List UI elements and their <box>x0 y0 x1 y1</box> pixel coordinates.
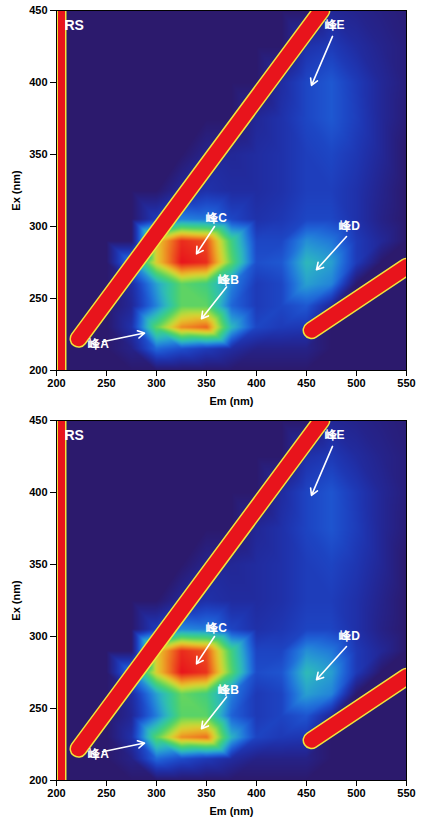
svg-text:250: 250 <box>97 377 115 389</box>
svg-text:峰E: 峰E <box>324 428 344 442</box>
svg-text:400: 400 <box>29 486 47 498</box>
svg-text:400: 400 <box>247 377 265 389</box>
svg-text:峰B: 峰B <box>218 273 239 287</box>
svg-text:Em (nm): Em (nm) <box>210 395 254 407</box>
svg-text:350: 350 <box>197 377 215 389</box>
svg-text:450: 450 <box>297 377 315 389</box>
svg-text:峰C: 峰C <box>206 621 227 635</box>
svg-text:300: 300 <box>29 220 47 232</box>
svg-text:550: 550 <box>397 787 415 799</box>
svg-text:RS: RS <box>65 427 84 443</box>
svg-text:350: 350 <box>29 558 47 570</box>
svg-text:450: 450 <box>29 414 47 426</box>
svg-text:250: 250 <box>29 292 47 304</box>
svg-text:峰D: 峰D <box>339 219 360 233</box>
svg-text:峰E: 峰E <box>324 18 344 32</box>
svg-text:400: 400 <box>29 76 47 88</box>
svg-text:峰A: 峰A <box>88 747 109 761</box>
svg-text:峰B: 峰B <box>218 683 239 697</box>
svg-text:450: 450 <box>297 787 315 799</box>
svg-text:RS: RS <box>65 17 84 33</box>
svg-text:200: 200 <box>29 364 47 376</box>
svg-text:400: 400 <box>247 787 265 799</box>
svg-text:Em (nm): Em (nm) <box>210 805 254 817</box>
svg-text:200: 200 <box>47 787 65 799</box>
svg-text:300: 300 <box>147 787 165 799</box>
svg-text:250: 250 <box>29 702 47 714</box>
svg-text:Ex (nm): Ex (nm) <box>10 580 22 621</box>
svg-text:峰A: 峰A <box>88 337 109 351</box>
svg-text:350: 350 <box>197 787 215 799</box>
svg-text:200: 200 <box>47 377 65 389</box>
svg-text:Ex (nm): Ex (nm) <box>10 170 22 211</box>
svg-text:峰C: 峰C <box>206 211 227 225</box>
svg-text:500: 500 <box>347 377 365 389</box>
svg-text:450: 450 <box>29 4 47 16</box>
svg-text:峰D: 峰D <box>339 629 360 643</box>
svg-text:500: 500 <box>347 787 365 799</box>
svg-text:350: 350 <box>29 148 47 160</box>
svg-text:300: 300 <box>147 377 165 389</box>
svg-text:550: 550 <box>397 377 415 389</box>
svg-text:250: 250 <box>97 787 115 799</box>
svg-text:300: 300 <box>29 630 47 642</box>
svg-text:200: 200 <box>29 774 47 786</box>
